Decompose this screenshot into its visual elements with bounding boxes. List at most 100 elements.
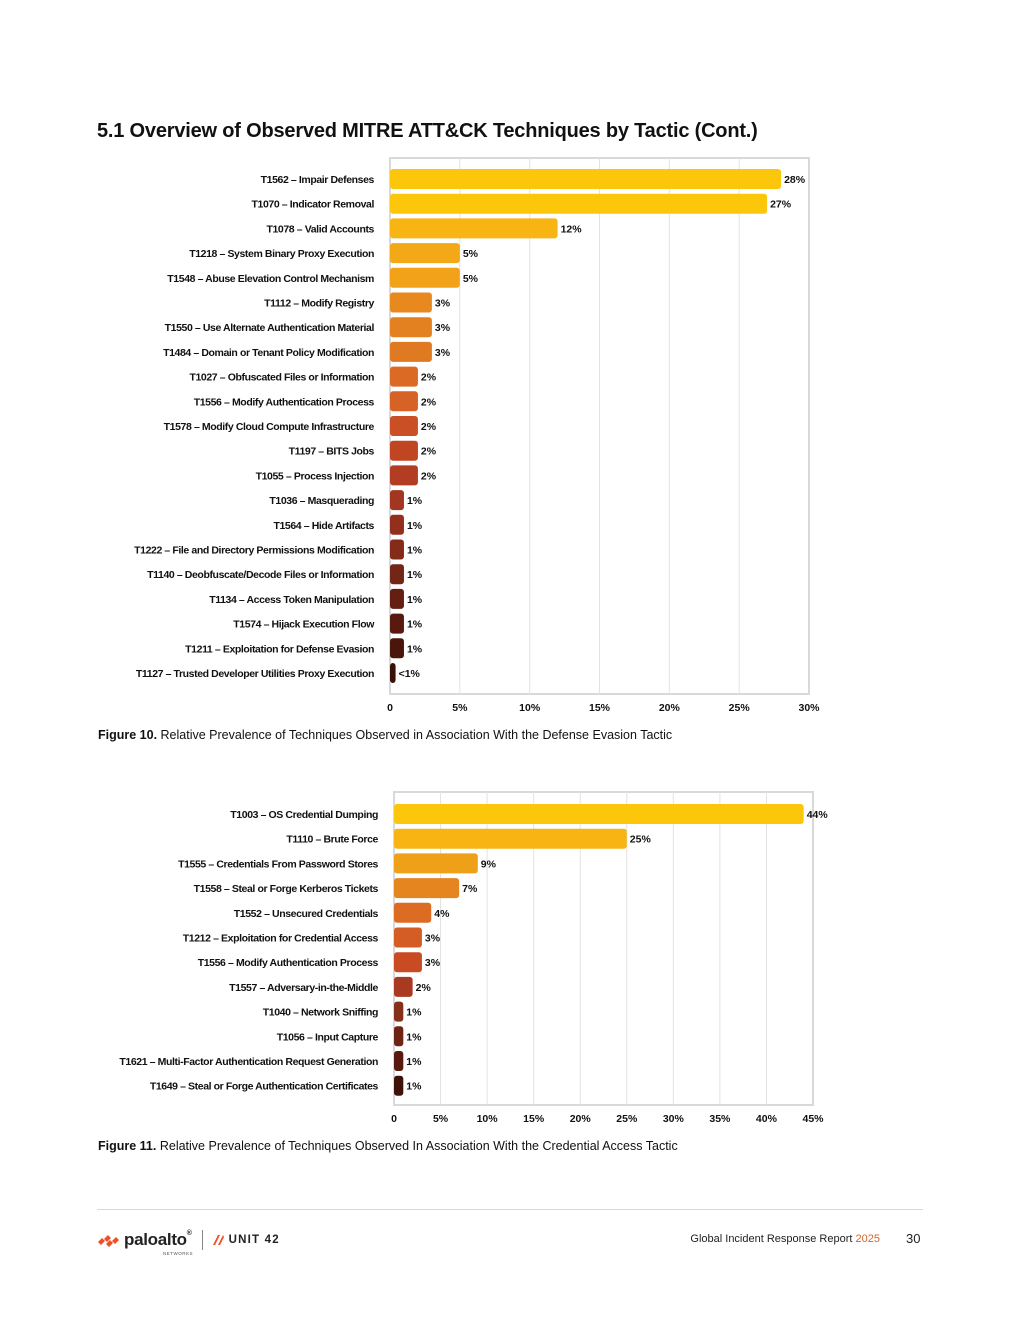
category-label: T1558 – Steal or Forge Kerberos Tickets bbox=[194, 883, 379, 895]
category-label: T1056 – Input Capture bbox=[277, 1031, 379, 1043]
bar bbox=[394, 853, 478, 874]
category-label: T1621 – Multi-Factor Authentication Requ… bbox=[119, 1056, 378, 1068]
data-label: 25% bbox=[630, 834, 652, 846]
category-label: T1112 – Modify Registry bbox=[264, 298, 374, 310]
data-label: 3% bbox=[435, 298, 451, 310]
bar bbox=[390, 193, 768, 214]
bar bbox=[390, 366, 418, 387]
bar bbox=[394, 878, 460, 899]
x-tick-label: 35% bbox=[709, 1113, 731, 1125]
logo-separator bbox=[201, 1230, 203, 1250]
category-label: T1649 – Steal or Forge Authentication Ce… bbox=[150, 1081, 379, 1093]
x-tick-label: 20% bbox=[570, 1113, 592, 1125]
bar bbox=[390, 663, 396, 683]
footer-divider bbox=[97, 1209, 923, 1210]
paloalto-logo-icon bbox=[98, 1235, 119, 1247]
x-tick-label: 20% bbox=[659, 702, 681, 714]
x-tick-label: 40% bbox=[756, 1113, 778, 1125]
x-tick-label: 25% bbox=[729, 702, 751, 714]
page-number: 30 bbox=[906, 1231, 921, 1246]
data-label: 2% bbox=[421, 421, 437, 433]
data-label: 1% bbox=[407, 594, 423, 606]
bar bbox=[390, 564, 404, 585]
bar bbox=[394, 804, 804, 824]
bar bbox=[390, 588, 404, 609]
figure-11-text: Relative Prevalence of Techniques Observ… bbox=[159, 1139, 678, 1153]
category-label: T1040 – Network Sniffing bbox=[263, 1007, 378, 1019]
category-label: T1127 – Trusted Developer Utilities Prox… bbox=[136, 668, 374, 680]
plot-frame bbox=[393, 791, 814, 1106]
bar bbox=[390, 341, 432, 362]
figure-10-text: Relative Prevalence of Techniques Observ… bbox=[160, 728, 673, 742]
bar bbox=[390, 465, 418, 486]
category-label: T1212 – Exploitation for Credential Acce… bbox=[183, 933, 379, 945]
bar bbox=[390, 267, 460, 288]
paloalto-logo-subtext: NETWORKS bbox=[163, 1251, 194, 1256]
bar bbox=[394, 976, 413, 997]
data-label: 28% bbox=[784, 174, 806, 186]
category-label: T1211 – Exploitation for Defense Evasion bbox=[185, 643, 374, 655]
category-label: T1078 – Valid Accounts bbox=[266, 223, 374, 235]
paloalto-logo-text: paloalto® bbox=[124, 1230, 192, 1249]
data-label: 3% bbox=[425, 933, 441, 945]
bar bbox=[390, 292, 432, 313]
bar bbox=[394, 902, 432, 923]
data-label: 1% bbox=[406, 1081, 422, 1093]
data-label: 1% bbox=[407, 569, 423, 581]
data-label: 1% bbox=[407, 545, 423, 557]
data-label: 1% bbox=[407, 643, 423, 655]
data-label: 27% bbox=[770, 199, 792, 211]
bar bbox=[390, 391, 418, 412]
category-label: T1027 – Obfuscated Files or Information bbox=[189, 372, 374, 384]
category-label: T1564 – Hide Artifacts bbox=[273, 520, 374, 532]
report-name: Global Incident Response Report bbox=[690, 1233, 853, 1245]
unit42-logo-text: UNIT 42 bbox=[228, 1234, 280, 1246]
bar bbox=[394, 828, 627, 849]
category-label: T1552 – Unsecured Credentials bbox=[234, 908, 379, 920]
bar bbox=[394, 1026, 404, 1047]
data-label: 7% bbox=[462, 883, 478, 895]
bar bbox=[390, 169, 782, 189]
bar bbox=[390, 613, 404, 634]
bar bbox=[394, 927, 422, 948]
category-label: T1574 – Hijack Execution Flow bbox=[233, 619, 375, 631]
category-label: T1550 – Use Alternate Authentication Mat… bbox=[165, 322, 375, 334]
data-label: 5% bbox=[463, 273, 479, 285]
data-label: 3% bbox=[425, 957, 441, 969]
x-tick-label: 15% bbox=[523, 1113, 545, 1125]
figure-10-caption: Figure 10. Relative Prevalence of Techni… bbox=[98, 728, 672, 742]
category-label: T1556 – Modify Authentication Process bbox=[198, 957, 379, 969]
credential-access-bar-chart: 0 5% 10% 15% 20% 25% 30% 35% 40% 45% T1003 – OS Cr… bbox=[119, 791, 828, 1125]
figure-11-label: Figure 11. bbox=[98, 1139, 157, 1153]
data-label: 1% bbox=[406, 1031, 422, 1043]
bar bbox=[390, 440, 418, 461]
bar bbox=[390, 514, 404, 535]
x-tick-label: 10% bbox=[477, 1113, 499, 1125]
x-tick-label: 10% bbox=[519, 702, 541, 714]
bar bbox=[390, 638, 404, 659]
report-year: 2025 bbox=[855, 1233, 880, 1245]
category-label: T1036 – Masquerading bbox=[269, 495, 374, 507]
category-label: T1484 – Domain or Tenant Policy Modifica… bbox=[163, 347, 374, 359]
unit42-logo-icon bbox=[212, 1235, 224, 1245]
category-label: T1562 – Impair Defenses bbox=[261, 174, 375, 186]
data-label: 9% bbox=[481, 858, 497, 870]
bar bbox=[390, 218, 558, 239]
category-label: T1003 – OS Credential Dumping bbox=[230, 809, 378, 821]
bar bbox=[394, 952, 422, 973]
category-label: T1578 – Modify Cloud Compute Infrastruct… bbox=[164, 421, 375, 433]
page-title: 5.1 Overview of Observed MITRE ATT&CK Te… bbox=[97, 120, 758, 142]
category-label: T1055 – Process Injection bbox=[256, 470, 374, 482]
bar bbox=[394, 1001, 404, 1022]
data-label: 1% bbox=[407, 619, 423, 631]
bar bbox=[390, 416, 418, 436]
category-label: T1134 – Access Token Manipulation bbox=[209, 594, 374, 606]
bar bbox=[394, 1075, 404, 1096]
figure-11-caption: Figure 11. Relative Prevalence of Techni… bbox=[98, 1139, 678, 1153]
x-tick-label: 0 bbox=[387, 702, 393, 714]
data-label: <1% bbox=[399, 668, 421, 680]
category-label: T1218 – System Binary Proxy Execution bbox=[189, 248, 374, 260]
data-label: 2% bbox=[421, 470, 437, 482]
bar bbox=[390, 539, 404, 560]
data-label: 1% bbox=[407, 520, 423, 532]
